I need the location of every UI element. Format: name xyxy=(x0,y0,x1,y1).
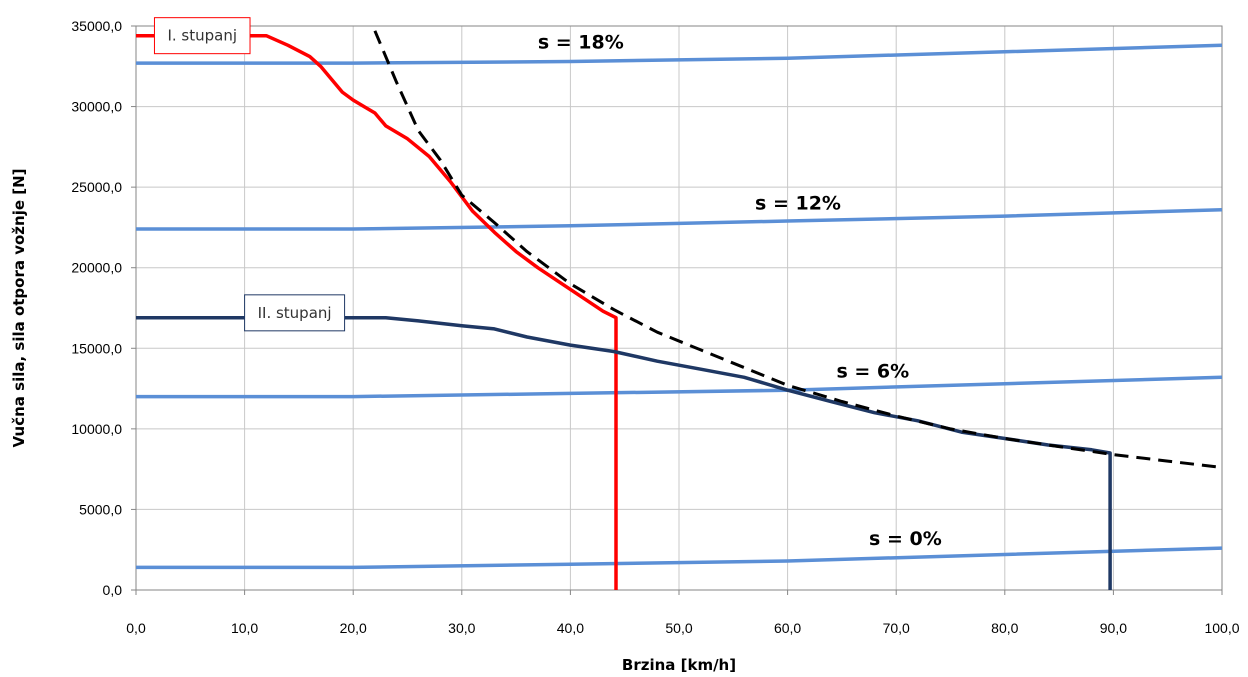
slope-annotation: s = 0% xyxy=(869,528,942,550)
x-tick-label: 10,0 xyxy=(231,620,258,636)
callout-box xyxy=(244,294,346,332)
x-axis-title: Brzina [km/h] xyxy=(622,656,736,674)
x-tick-label: 20,0 xyxy=(340,620,367,636)
callout-label: I. stupanj xyxy=(167,27,237,45)
chart-callouts: I. stupanj II. stupanj xyxy=(153,17,346,332)
x-tick-label: 60,0 xyxy=(774,620,801,636)
chart-annotations: s = 18% s = 12% s = 6% s = 0% xyxy=(538,32,942,550)
y-axis-title: Vučna sila, sila otpora vožnje [N] xyxy=(10,168,28,447)
slope-annotation: s = 12% xyxy=(755,193,841,215)
series-line-s-6 xyxy=(136,375,1223,399)
callout-label: II. stupanj xyxy=(258,304,332,322)
x-tick-label: 80,0 xyxy=(991,620,1018,636)
series-callout: I. stupanj xyxy=(153,17,251,55)
chart-series xyxy=(136,30,1223,590)
x-tick-label: 90,0 xyxy=(1100,620,1127,636)
y-tick-label: 10000,0 xyxy=(71,421,122,437)
y-tick-label: 15000,0 xyxy=(71,340,122,356)
x-tick-label: 50,0 xyxy=(665,620,692,636)
slope-annotation: s = 6% xyxy=(836,360,909,382)
series-line-i-stupanj xyxy=(136,33,618,590)
x-axis-tick-labels: 0,0 10,0 20,0 30,0 40,0 50,0 60,0 70,0 80,0 90,0 1… xyxy=(126,620,1239,636)
x-tick-label: 30,0 xyxy=(448,620,475,636)
y-tick-label: 25000,0 xyxy=(71,179,122,195)
x-tick-label: 40,0 xyxy=(557,620,584,636)
series-line-s-12 xyxy=(136,207,1223,231)
series-line-s-0 xyxy=(136,546,1223,570)
series-line-ii-stupanj xyxy=(136,315,1112,590)
x-tick-label: 0,0 xyxy=(126,620,146,636)
y-tick-label: 20000,0 xyxy=(71,260,122,276)
series-line-dashed-curve xyxy=(373,30,1223,469)
series-callout: II. stupanj xyxy=(244,294,346,332)
y-tick-label: 30000,0 xyxy=(71,99,122,115)
y-tick-label: 0,0 xyxy=(103,582,123,598)
slope-annotation: s = 18% xyxy=(538,32,624,54)
y-axis-tick-labels: 0,0 5000,0 10000,0 15000,0 20000,0 25000,0 300… xyxy=(71,18,122,598)
y-tick-label: 5000,0 xyxy=(79,501,122,517)
plot-area-border xyxy=(135,25,1223,591)
x-tick-label: 100,0 xyxy=(1204,620,1239,636)
y-tick-label: 35000,0 xyxy=(71,18,122,34)
x-tick-label: 70,0 xyxy=(883,620,910,636)
callout-box xyxy=(153,17,251,55)
